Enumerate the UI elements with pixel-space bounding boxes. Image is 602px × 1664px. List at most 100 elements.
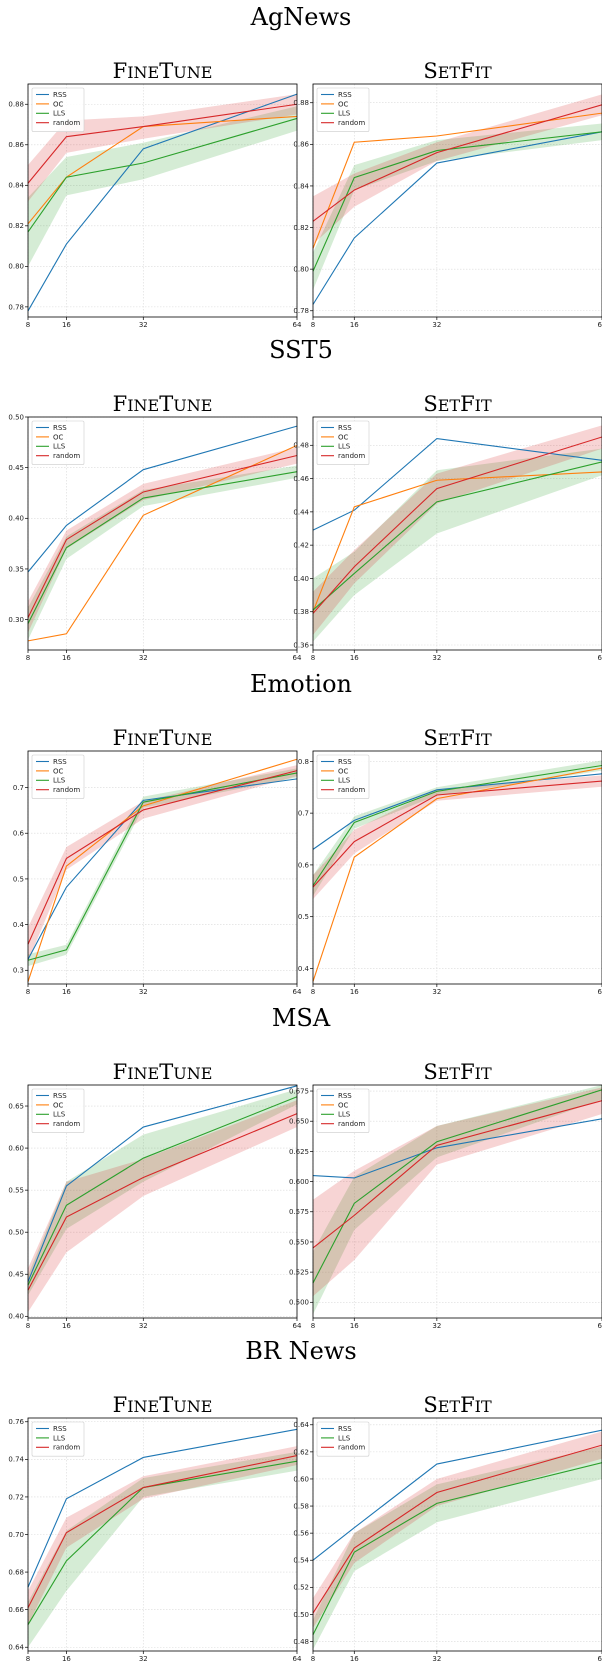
y-tick-label: 0.40	[8, 515, 24, 523]
x-tick-label: 8	[311, 988, 315, 996]
plot-frame	[312, 1417, 602, 1652]
y-tick-label: 0.8	[298, 758, 309, 766]
random-band	[28, 1100, 297, 1313]
random-band	[28, 765, 297, 962]
legend-box	[316, 420, 370, 465]
y-tick-label: 0.86	[293, 141, 309, 149]
plot-frame	[27, 416, 298, 651]
plot-frame	[312, 83, 602, 318]
y-tick-label: 0.6	[13, 830, 25, 838]
y-tick-label: 0.40	[293, 575, 309, 583]
legend-label-random: random	[338, 119, 365, 127]
legend-label-rss: RSS	[53, 1425, 67, 1433]
x-tick-label: 16	[350, 654, 359, 662]
legend-label-lls: LLS	[53, 777, 66, 785]
series-lls-line	[312, 1462, 602, 1635]
y-tick-label: 0.38	[293, 608, 309, 616]
panel-title: SETFIT	[423, 726, 492, 750]
panel-title: FINETUNE	[113, 726, 213, 750]
y-tick-label: 0.42	[293, 542, 309, 550]
x-tick-label: 32	[432, 988, 441, 996]
y-tick-label: 0.500	[289, 1299, 309, 1307]
y-tick-label: 0.44	[293, 508, 309, 516]
y-tick-label: 0.80	[293, 266, 309, 274]
panel-msa-setfit: SETFIT 0.500 0.525 0.550 0.575 0.600 0.625 0.65…	[289, 1060, 602, 1330]
series-oc-line	[27, 115, 298, 225]
series-oc-line	[312, 767, 602, 982]
legend-label-rss: RSS	[53, 424, 67, 432]
y-tick-label: 0.88	[8, 101, 24, 109]
x-tick-label: 32	[139, 1655, 148, 1663]
panel-br-news-finetune: FINETUNE 0.64 0.66 0.68 0.70 0.72 0.74 0.76 8 16 3…	[8, 1393, 302, 1663]
y-tick-label: 0.80	[8, 263, 24, 271]
random-band	[28, 1446, 297, 1625]
random-band	[313, 775, 602, 900]
y-tick-label: 0.650	[289, 1118, 309, 1126]
y-tick-label: 0.525	[289, 1269, 309, 1277]
series-rss-line	[27, 1085, 298, 1283]
legend-label-rss: RSS	[53, 91, 67, 99]
legend-label-lls: LLS	[53, 1434, 66, 1442]
y-tick-label: 0.64	[8, 1644, 24, 1652]
y-tick-label: 0.50	[8, 413, 24, 421]
x-tick-label: 32	[139, 654, 148, 662]
y-tick-label: 0.60	[293, 1475, 309, 1483]
y-tick-label: 0.4	[13, 921, 25, 929]
panel-title: FINETUNE	[113, 392, 213, 416]
legend-label-lls: LLS	[338, 443, 351, 451]
series-lls-line	[312, 461, 602, 611]
legend-box	[316, 754, 370, 799]
y-tick-label: 0.50	[293, 1611, 309, 1619]
series-random-line	[27, 1113, 298, 1291]
x-tick-label: 64	[598, 321, 602, 329]
series-oc-line	[27, 758, 298, 982]
series-random-line	[312, 436, 602, 614]
y-tick-label: 0.64	[293, 1421, 309, 1429]
legend-label-rss: RSS	[338, 91, 352, 99]
y-tick-label: 0.78	[293, 307, 309, 315]
legend-label-rss: RSS	[53, 758, 67, 766]
y-tick-label: 0.675	[289, 1087, 309, 1095]
panel-title: SETFIT	[423, 1393, 492, 1417]
y-tick-label: 0.74	[8, 1456, 24, 1464]
legend-label-oc: OC	[53, 433, 64, 441]
series-rss-line	[312, 131, 602, 305]
lls-band	[28, 1451, 297, 1648]
series-oc-line	[312, 112, 602, 249]
series-random-line	[312, 1444, 602, 1614]
legend-label-oc: OC	[338, 100, 349, 108]
series-lls-line	[312, 764, 602, 886]
legend-label-oc: OC	[338, 1101, 349, 1109]
x-tick-label: 8	[26, 988, 30, 996]
series-random-line	[27, 770, 298, 945]
series-rss-line	[312, 438, 602, 531]
y-tick-label: 0.36	[293, 641, 309, 649]
series-random-line	[27, 103, 298, 184]
y-tick-label: 0.78	[8, 303, 24, 311]
panel-title: SETFIT	[423, 392, 492, 416]
x-tick-label: 32	[432, 1655, 441, 1663]
legend-label-random: random	[338, 452, 365, 460]
y-tick-label: 0.45	[8, 464, 24, 472]
panel-title: SETFIT	[423, 1060, 492, 1084]
legend-box	[31, 87, 85, 132]
x-tick-label: 32	[432, 1322, 441, 1330]
legend-label-rss: RSS	[338, 1425, 352, 1433]
series-random-line	[312, 1100, 602, 1249]
x-tick-label: 64	[598, 1655, 602, 1663]
panel-title: FINETUNE	[113, 59, 213, 83]
dataset-title: SST5	[269, 336, 333, 364]
y-tick-label: 0.56	[293, 1530, 309, 1538]
x-tick-label: 8	[311, 1322, 315, 1330]
y-tick-label: 0.58	[293, 1502, 309, 1510]
y-tick-label: 0.70	[8, 1531, 24, 1539]
y-tick-label: 0.600	[289, 1178, 309, 1186]
y-tick-label: 0.50	[8, 1229, 24, 1237]
legend-label-lls: LLS	[338, 1434, 351, 1442]
y-tick-label: 0.575	[289, 1208, 309, 1216]
x-tick-label: 64	[293, 321, 302, 329]
x-tick-label: 16	[350, 321, 359, 329]
x-tick-label: 64	[598, 1322, 602, 1330]
